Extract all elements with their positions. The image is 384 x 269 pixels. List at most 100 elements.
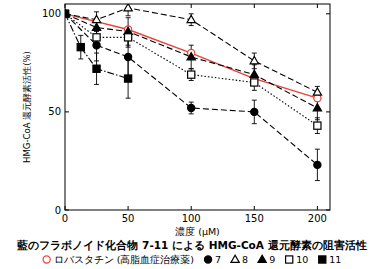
x-tick-label: 0	[62, 213, 68, 224]
error-cap	[189, 68, 194, 69]
error-cap	[252, 64, 257, 65]
legend-label: 9	[269, 254, 275, 265]
legend-label: 10	[296, 254, 308, 265]
error-cap	[189, 45, 194, 46]
x-tick	[317, 4, 318, 8]
x-tick	[191, 4, 192, 8]
error-cap	[94, 84, 99, 85]
plot-data	[65, 4, 322, 181]
legend-marker	[319, 256, 326, 263]
x-tick	[254, 4, 255, 8]
series-line	[65, 8, 317, 92]
error-cap	[315, 86, 320, 87]
error-cap	[126, 98, 131, 99]
error-cap	[189, 113, 194, 114]
x-tick-label: 50	[122, 213, 135, 224]
x-tick	[254, 206, 255, 210]
data-point	[65, 10, 69, 17]
x-tick	[191, 206, 192, 210]
legend-marker	[43, 256, 50, 263]
legend: ロバスタチン (高脂血症治療薬) 7 8 9 10 11	[43, 254, 341, 265]
data-point	[313, 88, 321, 95]
y-tick-label: 0	[55, 205, 61, 216]
error-cap	[252, 53, 257, 54]
data-point	[124, 75, 131, 82]
data-point	[124, 34, 131, 41]
chart: 050100150200050100HMG-CoA 還元酵素活性(%)濃度 (μ…	[0, 0, 384, 269]
error-cap	[189, 13, 194, 14]
error-cap	[126, 17, 131, 18]
data-point	[251, 79, 258, 86]
y-tick	[65, 210, 69, 211]
error-cap	[189, 25, 194, 26]
data-point	[93, 42, 100, 49]
error-cap	[315, 149, 320, 150]
y-tick-label: 100	[42, 8, 61, 19]
data-point	[77, 44, 84, 51]
data-point	[188, 71, 195, 78]
legend-marker	[231, 255, 239, 262]
y-tick	[326, 13, 330, 14]
data-point	[187, 53, 195, 60]
data-point	[65, 9, 69, 16]
legend-marker	[286, 256, 293, 263]
legend-label: 11	[329, 254, 341, 265]
x-tick-label: 150	[245, 213, 264, 224]
series-line	[65, 14, 317, 126]
error-cap	[126, 15, 131, 16]
error-cap	[94, 31, 99, 32]
data-point	[313, 104, 321, 111]
error-cap	[189, 102, 194, 103]
plot-frame	[65, 4, 330, 210]
data-point	[314, 161, 321, 168]
data-point	[314, 122, 321, 129]
data-point	[188, 104, 195, 111]
error-cap	[189, 80, 194, 81]
series-line	[65, 14, 317, 165]
error-cap	[126, 47, 131, 48]
data-point	[124, 4, 132, 11]
legend-label: ロバスタチン (高脂血症治療薬)	[54, 254, 194, 265]
data-point	[250, 57, 258, 64]
series-line	[65, 14, 128, 79]
error-cap	[252, 100, 257, 101]
y-tick	[65, 111, 69, 112]
data-point	[65, 10, 69, 17]
title: 藍のフラボノイド化合物 7-11 による HMG-CoA 還元酵素の阻害活性	[16, 239, 366, 251]
x-tick-label: 100	[182, 213, 201, 224]
legend-marker	[258, 255, 266, 262]
series-line	[65, 14, 317, 108]
error-cap	[94, 11, 99, 12]
y-tick-label: 50	[48, 106, 61, 117]
error-cap	[315, 180, 320, 181]
data-point	[124, 53, 131, 60]
error-cap	[189, 68, 194, 69]
x-tick	[317, 206, 318, 210]
data-point	[251, 108, 258, 115]
data-point	[65, 9, 69, 16]
x-tick	[65, 206, 66, 210]
data-point	[187, 15, 195, 22]
error-cap	[252, 123, 257, 124]
data-point	[93, 65, 100, 72]
y-tick	[326, 111, 330, 112]
data-point	[65, 10, 69, 17]
error-cap	[315, 117, 320, 118]
x-tick-label: 200	[308, 213, 327, 224]
legend-label: 7	[215, 254, 221, 265]
data-point	[65, 10, 69, 17]
error-cap	[94, 53, 99, 54]
y-tick	[326, 210, 330, 211]
error-cap	[78, 35, 83, 36]
legend-marker	[204, 256, 211, 263]
data-point	[93, 34, 100, 41]
x-tick	[128, 206, 129, 210]
data-point	[250, 70, 258, 77]
error-cap	[315, 133, 320, 134]
error-cap	[78, 58, 83, 59]
error-cap	[252, 90, 257, 91]
data-point	[92, 23, 100, 30]
legend-label: 8	[242, 254, 248, 265]
x-axis-label: 濃度 (μM)	[175, 226, 220, 237]
series-line	[65, 14, 317, 98]
